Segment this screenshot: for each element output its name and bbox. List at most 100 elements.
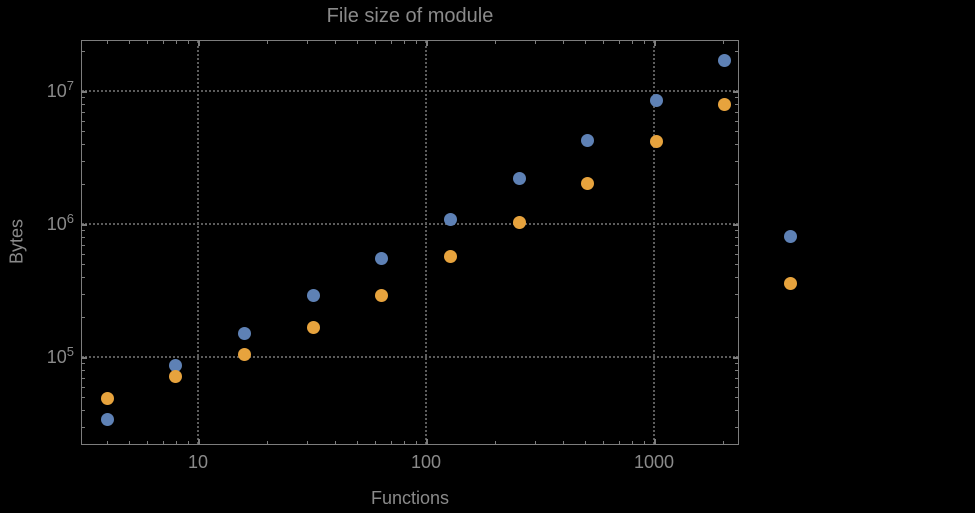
y-minor-tick-left-40000 bbox=[82, 410, 85, 411]
x-minor-tick-top-800 bbox=[632, 41, 633, 44]
x-minor-tick-bottom-400 bbox=[563, 441, 564, 444]
data-point-series-1-blue-x16 bbox=[238, 326, 252, 340]
y-minor-tick-right-20000000 bbox=[735, 51, 738, 52]
y-minor-tick-left-20000000 bbox=[82, 51, 85, 52]
y-tick-label-10000000: 107 bbox=[0, 78, 74, 104]
y-minor-tick-right-5000000 bbox=[735, 131, 738, 132]
y-minor-tick-right-80000 bbox=[735, 370, 738, 371]
x-axis-label: Functions bbox=[370, 488, 450, 508]
y-minor-tick-left-30000 bbox=[82, 427, 85, 428]
y-axis-label: Bytes bbox=[6, 218, 27, 265]
plot-frame bbox=[81, 40, 739, 445]
x-minor-tick-top-5 bbox=[129, 41, 130, 44]
legend-marker-series-2-orange bbox=[783, 276, 797, 290]
x-minor-tick-top-400 bbox=[563, 41, 564, 44]
x-minor-tick-bottom-60 bbox=[375, 441, 376, 444]
y-minor-tick-left-80000 bbox=[82, 370, 85, 371]
x-tick-label-10: 10 bbox=[187, 452, 209, 472]
x-minor-tick-bottom-2000 bbox=[723, 441, 724, 444]
data-point-series-1-blue-x32 bbox=[306, 289, 320, 303]
x-minor-tick-top-700 bbox=[619, 41, 620, 44]
x-tick-label-1000: 1000 bbox=[633, 452, 675, 472]
y-minor-tick-left-800000 bbox=[82, 237, 85, 238]
y-minor-tick-right-2000000 bbox=[735, 184, 738, 185]
x-major-tick-bottom-10 bbox=[198, 439, 200, 444]
y-major-tick-left-10000000 bbox=[82, 91, 87, 93]
x-minor-tick-bottom-7 bbox=[163, 441, 164, 444]
x-major-tick-top-10 bbox=[198, 41, 200, 46]
x-minor-tick-top-50 bbox=[357, 41, 358, 44]
data-point-series-2-orange-x1024 bbox=[649, 135, 663, 149]
x-minor-tick-top-900 bbox=[644, 41, 645, 44]
y-major-tick-left-1000000 bbox=[82, 224, 87, 226]
y-tick-exponent: 5 bbox=[66, 344, 74, 359]
y-minor-tick-left-60000 bbox=[82, 387, 85, 388]
x-minor-tick-bottom-5 bbox=[129, 441, 130, 444]
x-minor-tick-bottom-80 bbox=[404, 441, 405, 444]
gridline-y-10000000 bbox=[82, 90, 738, 92]
y-minor-tick-left-700000 bbox=[82, 245, 85, 246]
y-minor-tick-right-50000 bbox=[735, 397, 738, 398]
x-tick-label-100: 100 bbox=[410, 452, 442, 472]
y-minor-tick-right-200000 bbox=[735, 317, 738, 318]
x-minor-tick-bottom-50 bbox=[357, 441, 358, 444]
y-minor-tick-right-8000000 bbox=[735, 104, 738, 105]
x-minor-tick-bottom-300 bbox=[535, 441, 536, 444]
y-minor-tick-left-50000 bbox=[82, 397, 85, 398]
x-minor-tick-top-40 bbox=[335, 41, 336, 44]
x-minor-tick-top-20 bbox=[267, 41, 268, 44]
x-major-tick-bottom-100 bbox=[426, 439, 428, 444]
y-minor-tick-left-4000000 bbox=[82, 144, 85, 145]
data-point-series-2-orange-x2048 bbox=[718, 97, 732, 111]
x-minor-tick-bottom-200 bbox=[495, 441, 496, 444]
data-point-series-2-orange-x256 bbox=[512, 216, 526, 230]
gridline-x-100 bbox=[425, 41, 427, 444]
x-minor-tick-top-9 bbox=[188, 41, 189, 44]
y-minor-tick-right-9000000 bbox=[735, 97, 738, 98]
x-minor-tick-top-30 bbox=[307, 41, 308, 44]
x-minor-tick-bottom-70 bbox=[391, 441, 392, 444]
x-minor-tick-top-6 bbox=[147, 41, 148, 44]
y-minor-tick-left-400000 bbox=[82, 277, 85, 278]
x-minor-tick-top-8 bbox=[176, 41, 177, 44]
y-minor-tick-left-500000 bbox=[82, 264, 85, 265]
y-minor-tick-left-7000000 bbox=[82, 112, 85, 113]
y-minor-tick-left-600000 bbox=[82, 254, 85, 255]
data-point-series-1-blue-x4 bbox=[100, 412, 114, 426]
data-point-series-1-blue-x2048 bbox=[718, 53, 732, 67]
y-minor-tick-left-200000 bbox=[82, 317, 85, 318]
y-minor-tick-left-90000 bbox=[82, 363, 85, 364]
y-tick-exponent: 7 bbox=[66, 78, 74, 93]
y-major-tick-right-10000000 bbox=[733, 91, 738, 93]
data-point-series-2-orange-x4 bbox=[100, 391, 114, 405]
x-major-tick-top-1000 bbox=[654, 41, 656, 46]
x-minor-tick-top-300 bbox=[535, 41, 536, 44]
x-minor-tick-top-500 bbox=[585, 41, 586, 44]
y-minor-tick-right-7000000 bbox=[735, 112, 738, 113]
y-minor-tick-left-900000 bbox=[82, 230, 85, 231]
x-minor-tick-bottom-9 bbox=[188, 441, 189, 444]
legend-marker-series-1-blue bbox=[783, 229, 797, 243]
x-minor-tick-top-600 bbox=[603, 41, 604, 44]
y-major-tick-right-100000 bbox=[733, 357, 738, 359]
x-minor-tick-top-200 bbox=[495, 41, 496, 44]
x-minor-tick-bottom-700 bbox=[619, 441, 620, 444]
y-minor-tick-right-500000 bbox=[735, 264, 738, 265]
x-minor-tick-bottom-8 bbox=[176, 441, 177, 444]
y-minor-tick-left-8000000 bbox=[82, 104, 85, 105]
gridline-y-100000 bbox=[82, 356, 738, 358]
y-major-tick-right-1000000 bbox=[733, 224, 738, 226]
x-minor-tick-bottom-900 bbox=[644, 441, 645, 444]
x-minor-tick-bottom-40 bbox=[335, 441, 336, 444]
y-tick-label-100000: 105 bbox=[0, 344, 74, 370]
y-minor-tick-left-9000000 bbox=[82, 97, 85, 98]
data-point-series-1-blue-x1024 bbox=[649, 93, 663, 107]
y-minor-tick-left-70000 bbox=[82, 378, 85, 379]
x-minor-tick-top-4 bbox=[107, 41, 108, 44]
gridline-y-1000000 bbox=[82, 223, 738, 225]
y-minor-tick-right-90000 bbox=[735, 363, 738, 364]
data-point-series-2-orange-x64 bbox=[375, 288, 389, 302]
x-minor-tick-top-2000 bbox=[723, 41, 724, 44]
x-minor-tick-top-90 bbox=[416, 41, 417, 44]
